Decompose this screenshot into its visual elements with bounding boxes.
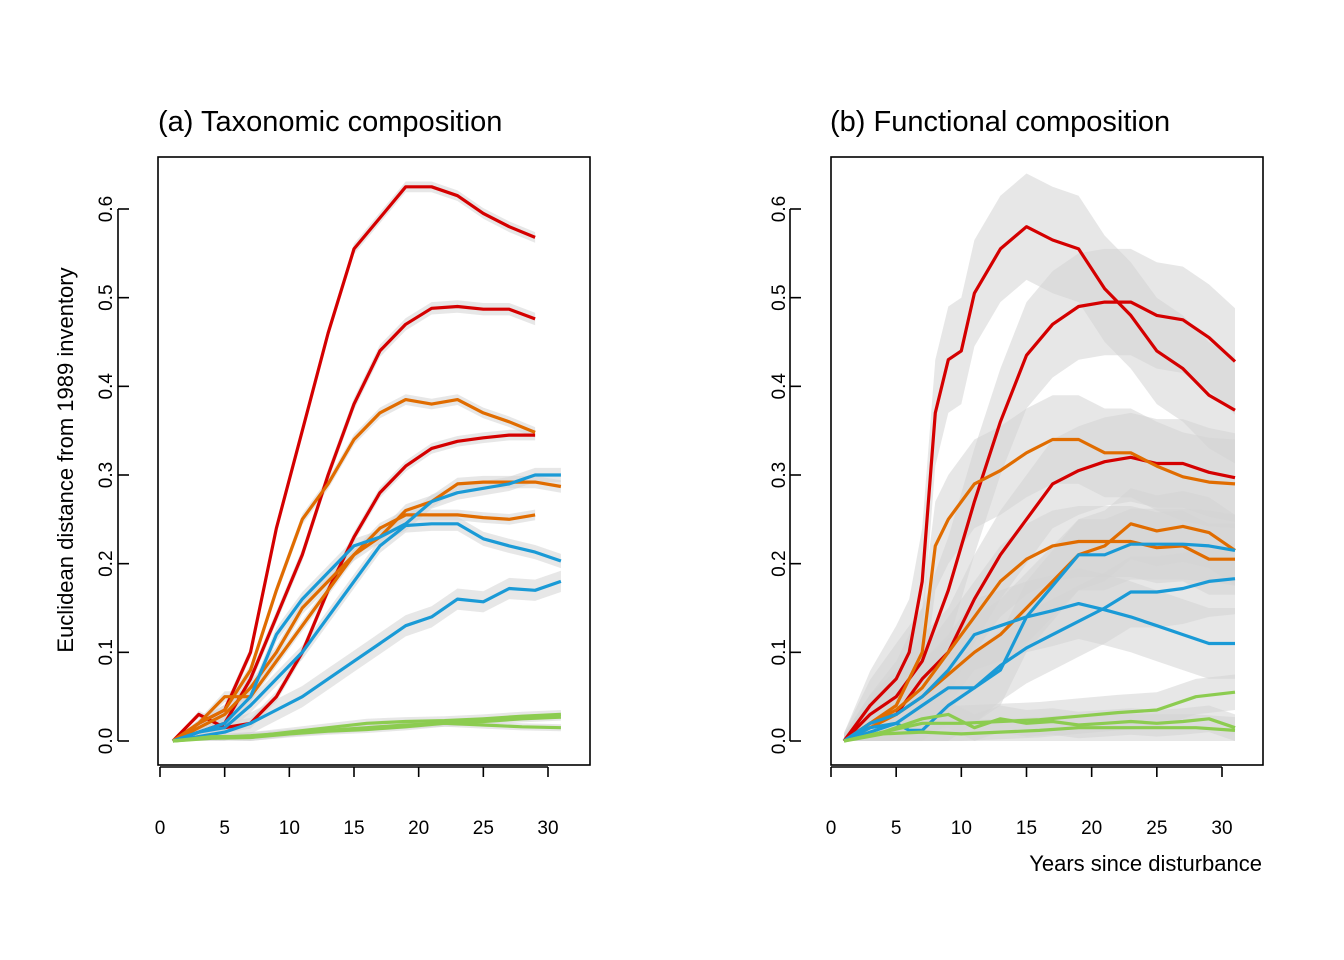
series-line [843, 455, 1236, 743]
x-tick-label: 30 [537, 818, 558, 839]
x-tick-label: 20 [1081, 818, 1102, 839]
y-tick-label: 0.0 [769, 728, 790, 754]
panel-taxonomic: (a) Taxonomic composition Euclidean dist… [53, 106, 591, 839]
series-line [171, 513, 536, 743]
x-tick-label: 10 [951, 818, 972, 839]
confidence-band [844, 395, 1235, 741]
y-tick-label: 0.3 [96, 462, 117, 488]
series-line [172, 715, 561, 743]
x-tick-label: 25 [473, 818, 494, 839]
y-tick-label: 0.1 [769, 639, 790, 665]
series-line [842, 225, 1236, 742]
panel-title: (a) Taxonomic composition [158, 106, 502, 138]
x-tick-label: 15 [343, 818, 364, 839]
panel-functional: (b) Functional composition Years since d… [769, 106, 1264, 876]
series-line [843, 437, 1236, 743]
series-line [171, 185, 536, 743]
x-tick-label: 20 [408, 818, 429, 839]
series-line [843, 690, 1236, 743]
series-line [843, 712, 1236, 743]
confidence-band [172, 394, 536, 741]
series-line [172, 480, 562, 743]
plot-frame [830, 156, 1264, 766]
y-tick-label: 0.1 [96, 639, 117, 665]
y-axis-label: Euclidean distance from 1989 inventory [53, 267, 78, 652]
confidence-band [172, 509, 536, 741]
x-tick-label: 25 [1146, 818, 1167, 839]
y-tick-label: 0.4 [769, 373, 790, 400]
series-line [172, 473, 561, 743]
y-tick-label: 0.2 [96, 550, 117, 576]
y-tick-label: 0.5 [96, 284, 117, 310]
confidence-band [172, 570, 561, 741]
x-tick-label: 0 [155, 818, 166, 839]
y-tick-label: 0.2 [769, 550, 790, 576]
series-line [172, 579, 562, 743]
y-tick-label: 0.3 [769, 462, 790, 488]
series-line [843, 601, 1235, 743]
plot-frame [157, 156, 591, 766]
series-line [843, 542, 1236, 743]
x-tick-label: 15 [1016, 818, 1037, 839]
x-tick-label: 10 [279, 818, 300, 839]
series-line [171, 433, 536, 743]
x-tick-label: 5 [219, 818, 230, 839]
y-tick-label: 0.0 [96, 728, 117, 754]
series-line [843, 726, 1236, 743]
series-line [172, 304, 536, 743]
series-line [172, 522, 562, 743]
series-line [843, 539, 1235, 743]
y-tick-label: 0.4 [96, 373, 117, 400]
series-line [171, 398, 536, 743]
y-tick-label: 0.6 [769, 196, 790, 222]
x-tick-label: 30 [1211, 818, 1232, 839]
panel-title: (b) Functional composition [830, 106, 1170, 138]
y-tick-label: 0.5 [769, 284, 790, 310]
x-tick-label: 0 [826, 818, 837, 839]
x-tick-label: 5 [891, 818, 902, 839]
x-axis-label: Years since disturbance [1029, 851, 1262, 876]
y-tick-label: 0.6 [96, 196, 117, 222]
